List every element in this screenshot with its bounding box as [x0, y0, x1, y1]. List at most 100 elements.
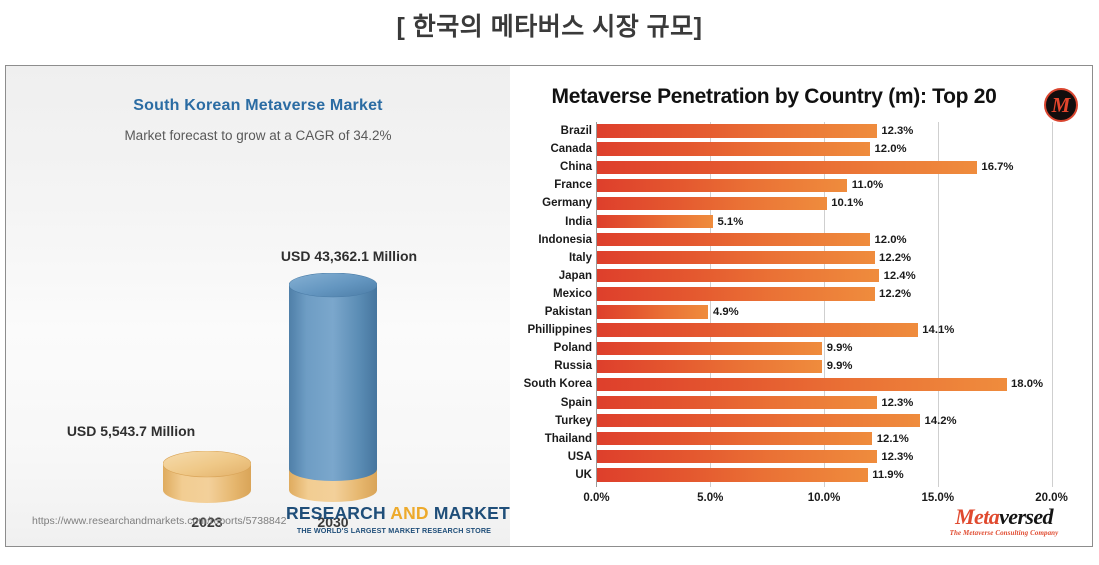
bar-category-label: Germany	[542, 197, 592, 210]
rnm-word-markets: MARKETS	[433, 503, 510, 523]
x-axis-label-2030: 2030	[317, 514, 349, 530]
bar[interactable]	[597, 432, 873, 446]
bar-value-label: 12.2%	[879, 287, 912, 300]
bar-value-label: 11.9%	[872, 468, 904, 481]
bar[interactable]	[597, 377, 1007, 392]
bar-row[interactable]: Poland 9.9%	[510, 339, 1092, 357]
mv-word-versed: versed	[999, 504, 1053, 529]
bar-category-label: India	[565, 215, 592, 228]
grid-line	[1051, 122, 1053, 487]
penetration-bar-chart: 0.0% 5.0% 10.0% 15.0% 20.0% Brazil 12.3% Canada…	[510, 122, 1092, 546]
bar-category-label: Canada	[550, 143, 592, 156]
figure-frame: South Korean Metaverse Market Market for…	[5, 65, 1093, 547]
bar[interactable]	[597, 413, 921, 428]
rnm-word-and: AND	[390, 503, 429, 523]
bar[interactable]	[597, 251, 875, 265]
bar[interactable]	[597, 468, 868, 482]
x-axis-tick-label: 20.0%	[1035, 492, 1068, 504]
bar[interactable]	[597, 160, 977, 174]
bar[interactable]	[597, 124, 877, 138]
bar[interactable]	[597, 214, 714, 229]
bar[interactable]	[597, 196, 827, 211]
cylinder-bar-2023	[163, 451, 251, 503]
grid-line	[710, 122, 712, 487]
x-axis-tick-label: 0.0%	[583, 492, 610, 504]
bar-row[interactable]: Canada 12.0%	[510, 140, 1092, 158]
bar-category-label: Pakistan	[544, 306, 592, 318]
metaversed-tagline: The Metaverse Consulting Company	[949, 529, 1059, 537]
bar-value-label: 16.7%	[981, 161, 1014, 174]
y-axis-line	[596, 122, 597, 487]
research-and-markets-wordmark: RESEARCH AND MARKETS	[286, 503, 510, 524]
bar-row[interactable]: China 16.7%	[510, 158, 1092, 176]
bar-category-label: Italy	[568, 251, 592, 264]
metaversed-m-badge-icon: M	[1044, 88, 1078, 122]
bar-value-label: 12.1%	[876, 432, 909, 445]
bar[interactable]	[597, 341, 823, 355]
grid-line	[824, 122, 825, 487]
bar-value-label: 4.9%	[712, 306, 739, 318]
grid-line	[937, 122, 939, 487]
research-and-markets-tagline: THE WORLD'S LARGEST MARKET RESEARCH STOR…	[296, 526, 492, 535]
bar-value-label: 12.3%	[881, 125, 914, 137]
bar[interactable]	[597, 269, 880, 283]
bar-row[interactable]: Italy 12.2%	[510, 249, 1092, 267]
page-title: [ 한국의 메타버스 시장 규모]	[396, 13, 703, 41]
right-chart-title: Metaverse Penetration by Country (m): To…	[551, 85, 997, 108]
bar[interactable]	[597, 323, 918, 337]
bar[interactable]	[597, 287, 875, 301]
bar[interactable]	[597, 178, 848, 192]
bar-row[interactable]: Indonesia 12.0%	[510, 231, 1092, 249]
bar[interactable]	[597, 305, 709, 319]
bar-value-label: 12.2%	[879, 251, 912, 264]
x-axis-label-2023: 2023	[191, 514, 223, 530]
bar-row[interactable]: Mexico 12.2%	[510, 285, 1092, 303]
bar-value-label: 12.4%	[883, 269, 916, 282]
bar-row[interactable]: Thailand 12.1%	[510, 430, 1092, 448]
bar-row[interactable]: UK 11.9%	[510, 466, 1092, 484]
metaversed-wordmark: Metaversed	[924, 506, 1084, 528]
x-axis-tick-label: 15.0%	[921, 492, 955, 504]
bar[interactable]	[597, 142, 870, 156]
bar-row[interactable]: South Korea 18.0%	[510, 375, 1092, 393]
bar-row[interactable]: Turkey 14.2%	[510, 412, 1092, 430]
bar-category-label: Russia	[554, 360, 592, 373]
bar-row[interactable]: Brazil 12.3%	[510, 122, 1092, 140]
bar-row[interactable]: India 5.1%	[510, 213, 1092, 231]
right-chart-panel: Metaverse Penetration by Country (m): To…	[510, 66, 1092, 546]
bar[interactable]	[597, 359, 823, 373]
bar-row[interactable]: Phillippines 14.1%	[510, 321, 1092, 339]
bar-row[interactable]: Spain 12.3%	[510, 394, 1092, 412]
bar[interactable]	[597, 450, 877, 464]
left-chart-title: South Korean Metaverse Market	[133, 97, 383, 114]
bar-category-label: Brazil	[560, 125, 592, 137]
bar-value-label: 12.3%	[881, 396, 914, 409]
bar-row[interactable]: Russia 9.9%	[510, 357, 1092, 375]
cylinder-bar-2030	[289, 273, 377, 502]
bar-category-label: Japan	[558, 269, 592, 282]
bar-value-label: 18.0%	[1011, 378, 1044, 391]
bar-row[interactable]: Pakistan 4.9%	[510, 303, 1092, 321]
bar-row[interactable]: Japan 12.4%	[510, 267, 1092, 285]
bar-category-label: Mexico	[553, 287, 592, 300]
x-axis-tick-label: 10.0%	[807, 492, 841, 504]
bar-row[interactable]: France 11.0%	[510, 176, 1092, 194]
bar-value-label: 12.0%	[874, 233, 907, 246]
bar-row[interactable]: Germany 10.1%	[510, 194, 1092, 212]
bar-value-label: 12.3%	[881, 450, 914, 463]
source-url[interactable]: https://www.researchandmarkets.com/repor…	[32, 515, 287, 527]
bar[interactable]	[597, 395, 877, 410]
bar-value-label: 12.0%	[874, 143, 907, 156]
bar-value-label: 9.9%	[826, 360, 853, 373]
bar-category-label: Indonesia	[538, 233, 592, 246]
bar-value-label: 5.1%	[717, 215, 744, 228]
mv-word-meta: Meta	[955, 504, 1000, 529]
bar-row[interactable]: USA 12.3%	[510, 448, 1092, 466]
bar-category-label: Turkey	[555, 414, 592, 427]
bar[interactable]	[597, 232, 870, 247]
x-axis-tick-label: 5.0%	[697, 492, 724, 504]
bar-value-label: 14.2%	[924, 414, 957, 427]
bar-category-label: France	[554, 179, 592, 192]
bar-value-label: 11.0%	[851, 179, 884, 192]
bar-category-label: UK	[575, 468, 592, 481]
